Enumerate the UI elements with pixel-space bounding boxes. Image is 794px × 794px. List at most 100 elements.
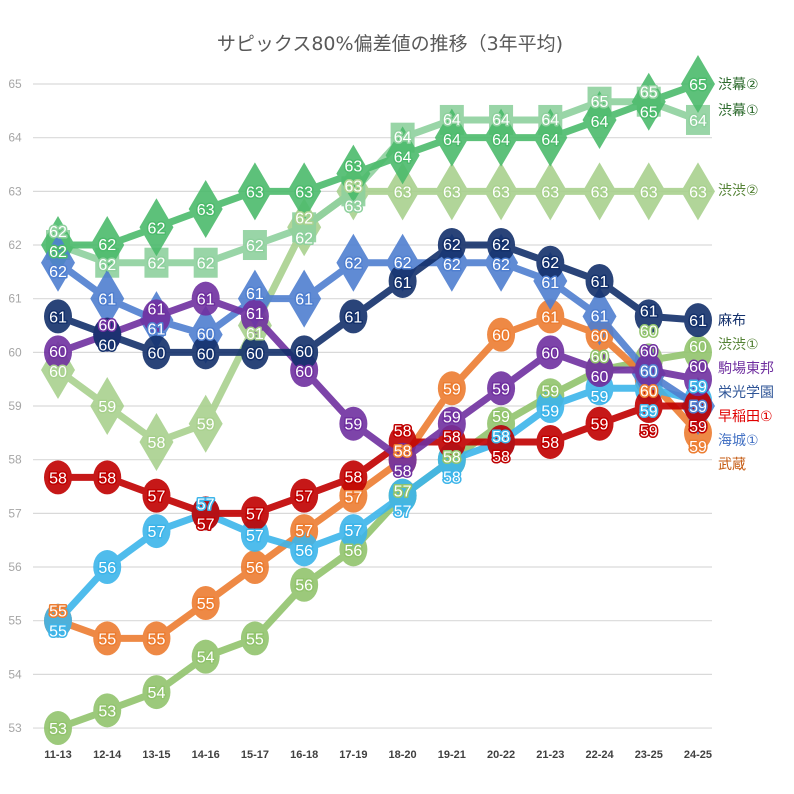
series-麻布 — [44, 228, 712, 370]
data-point — [191, 281, 220, 316]
data-label: 60 — [49, 344, 67, 361]
data-point — [240, 496, 269, 531]
data-label: 63 — [640, 184, 658, 201]
data-label: 57 — [295, 523, 313, 540]
data-point — [93, 621, 122, 656]
data-point — [437, 228, 466, 263]
x-tick-label: 12-14 — [93, 749, 122, 761]
data-point — [90, 269, 125, 328]
data-point — [585, 263, 614, 298]
data-label: 60 — [295, 344, 313, 361]
data-point — [536, 299, 565, 334]
y-tick-label: 56 — [8, 560, 22, 574]
data-label: 60 — [541, 345, 559, 362]
data-label: 61 — [640, 304, 658, 321]
data-point — [339, 299, 368, 334]
data-point — [533, 108, 568, 167]
data-point — [388, 478, 417, 513]
data-label: 58 — [394, 444, 412, 461]
data-label: 62 — [394, 255, 412, 272]
x-tick-label: 18-20 — [389, 749, 417, 761]
x-tick-label: 15-17 — [241, 749, 269, 761]
data-label: 58 — [148, 435, 166, 452]
data-label: 56 — [98, 560, 116, 577]
data-label: 61 — [197, 292, 215, 309]
data-point — [44, 603, 72, 638]
data-label: 64 — [541, 132, 559, 149]
data-label: 63 — [295, 184, 313, 201]
data-label: 58 — [49, 470, 67, 487]
data-label: 58 — [443, 429, 461, 446]
series-end-label: 早稲田① — [718, 409, 773, 425]
data-point — [193, 247, 218, 278]
data-label: 54 — [148, 685, 166, 702]
data-point — [139, 412, 174, 471]
data-label: 60 — [98, 318, 116, 335]
data-point — [242, 230, 267, 261]
data-point — [287, 269, 322, 328]
series-end-label: 武蔵 — [718, 457, 746, 473]
y-axis: 53 54 55 56 57 58 59 60 61 62 63 64 65 — [8, 77, 22, 735]
x-tick-label: 20-22 — [487, 749, 515, 761]
data-point — [484, 108, 519, 167]
data-label: 59 — [98, 399, 116, 416]
data-point — [683, 335, 712, 370]
data-label: 59 — [541, 404, 559, 421]
data-label: 59 — [640, 424, 658, 441]
data-label: 57 — [197, 516, 215, 533]
y-tick-label: 64 — [8, 131, 22, 145]
data-label: 64 — [591, 114, 609, 131]
data-label: 56 — [295, 543, 313, 560]
data-point — [388, 442, 417, 477]
data-point — [634, 299, 663, 334]
data-label: 59 — [640, 404, 658, 421]
y-tick-label: 58 — [8, 453, 22, 467]
data-label: 61 — [689, 313, 707, 330]
data-point — [191, 639, 220, 674]
data-label: 57 — [344, 490, 362, 507]
data-point — [683, 389, 712, 424]
data-point — [634, 389, 663, 424]
x-tick-label: 24-25 — [684, 749, 712, 761]
data-label: 57 — [246, 528, 264, 545]
data-point — [93, 317, 122, 352]
x-tick-label: 22-24 — [585, 749, 614, 761]
data-label: 62 — [344, 256, 362, 273]
data-label: 61 — [49, 309, 67, 326]
data-point — [41, 233, 75, 292]
data-label: 62 — [49, 224, 67, 241]
data-point — [90, 216, 125, 275]
data-point — [536, 335, 565, 370]
data-point — [290, 567, 319, 602]
data-label: 61 — [98, 292, 116, 309]
data-label: 62 — [295, 210, 313, 227]
data-label: 61 — [394, 275, 412, 292]
data-label: 59 — [689, 379, 707, 396]
data-point — [93, 460, 122, 495]
data-point — [188, 394, 223, 453]
data-label: 62 — [49, 264, 67, 281]
data-label: 56 — [246, 560, 264, 577]
data-point — [339, 514, 368, 549]
data-point — [631, 72, 666, 131]
data-point — [385, 126, 420, 185]
data-label: 63 — [689, 184, 707, 201]
data-point — [339, 460, 368, 495]
data-point — [487, 424, 516, 459]
data-label: 65 — [640, 105, 658, 122]
data-label: 63 — [591, 184, 609, 201]
data-label: 62 — [295, 230, 313, 247]
x-tick-label: 19-21 — [438, 749, 466, 761]
data-label: 62 — [541, 255, 559, 272]
data-label: 58 — [394, 424, 412, 441]
series-栄光学園 — [44, 371, 712, 638]
data-label: 64 — [443, 112, 461, 129]
data-label: 61 — [591, 274, 609, 291]
data-point — [44, 335, 72, 370]
data-label: 53 — [49, 721, 67, 738]
data-point — [93, 550, 122, 585]
data-point — [585, 353, 614, 388]
data-point — [437, 406, 466, 441]
